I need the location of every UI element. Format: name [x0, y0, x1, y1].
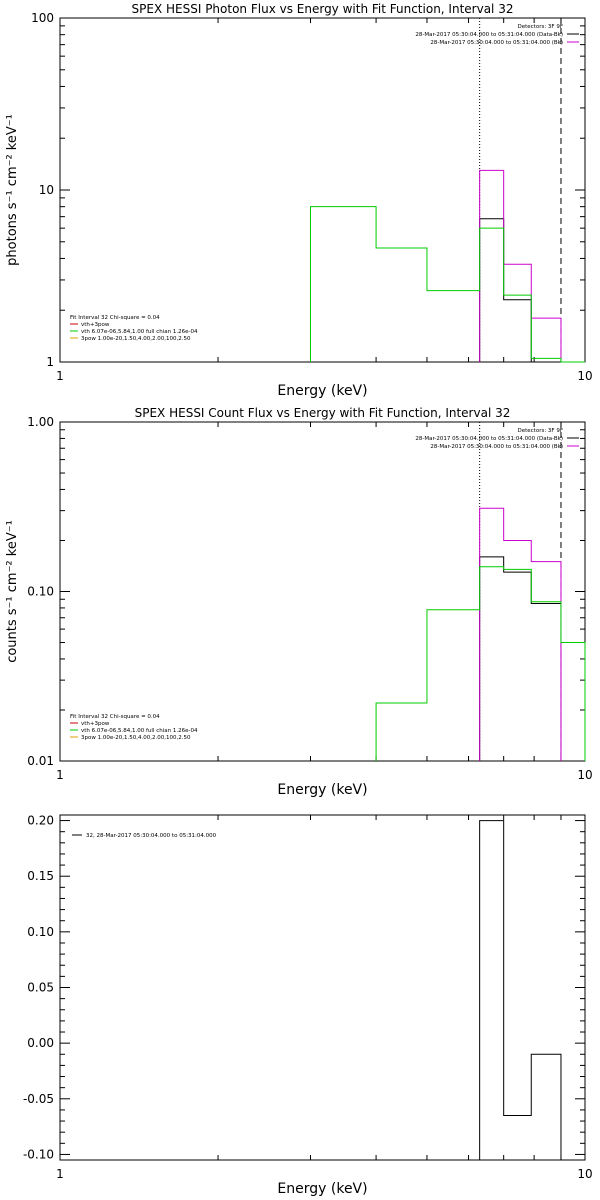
y-tick-label: 0.00	[27, 1036, 54, 1050]
y-tick-label: 10	[39, 183, 54, 197]
plot-frame	[59, 814, 586, 1161]
y-axis-label: counts s⁻¹ cm⁻² keV⁻¹	[5, 520, 20, 663]
x-axis-label: Energy (keV)	[277, 383, 367, 399]
legend-entry: vth+3pow	[81, 721, 110, 727]
legend-entry: vth 6.07e-06,5.84,1.00 full chian 1.26e-…	[81, 728, 198, 734]
legend-entry: 32, 28-Mar-2017 05:30:04.000 to 05:31:04…	[86, 833, 217, 839]
y-axis-ticks	[60, 421, 585, 762]
legend-entry: Detectors: 3F 9F	[517, 428, 563, 434]
x-tick-label: 10	[577, 1167, 592, 1181]
chart-title: SPEX HESSI Count Flux vs Energy with Fit…	[135, 406, 511, 420]
y-tick-label: 0.20	[27, 814, 54, 828]
y-tick-label: 1.00	[27, 415, 54, 429]
legend-entry: 28-Mar-2017 05:30:04.000 to 05:31:04.000…	[430, 40, 563, 46]
plot-frame	[59, 17, 586, 363]
histogram-series-2	[479, 507, 562, 761]
histogram-series-3	[309, 206, 585, 363]
y-tick-label: 0.10	[27, 925, 54, 939]
histogram-series-2	[479, 169, 562, 362]
y-tick-label: 0.01	[27, 754, 54, 768]
legend-entry: Fit Interval 32 Chi-square = 0.04	[70, 315, 160, 321]
legend-entry: vth 6.07e-06,5.84,1.00 full chian 1.26e-…	[81, 329, 198, 335]
x-tick-label: 1	[56, 768, 64, 782]
legend-entry: 28-Mar-2017 05:30:04.000 to 05:31:04.000…	[415, 32, 563, 38]
x-tick-label: 1	[56, 369, 64, 383]
y-tick-label: 0.05	[27, 981, 54, 995]
y-tick-label: 100	[31, 11, 54, 25]
legend-entry: 28-Mar-2017 05:30:04.000 to 05:31:04.000…	[430, 444, 563, 450]
y-tick-label: 0.10	[27, 585, 54, 599]
x-tick-label: 1	[56, 1167, 64, 1181]
histogram-series-1	[479, 218, 561, 363]
chart-panel-3: 1 10 Energy (keV) -0.10 -0.05 0.00 0.05 0.10 0.1…	[23, 814, 593, 1197]
y-axis-ticks	[60, 820, 585, 1155]
legend-entry: 3pow 1.00e-20,1.50,4.00,2.00,100,2.50	[81, 336, 191, 342]
legend-entry: 28-Mar-2017 05:30:04.000 to 05:31:04.000…	[415, 436, 563, 442]
legend-entry: 3pow 1.00e-20,1.50,4.00,2.00,100,2.50	[81, 735, 191, 741]
chart-panel-1: SPEX HESSI Photon Flux vs Energy with Fi…	[5, 2, 593, 399]
y-axis-label: photons s⁻¹ cm⁻² keV⁻¹	[5, 114, 20, 266]
x-axis-label: Energy (keV)	[277, 1181, 367, 1197]
x-axis-ticks	[59, 815, 586, 1160]
histogram-series-1	[479, 556, 562, 761]
plot-frame	[59, 421, 586, 762]
y-tick-label: 1	[46, 355, 54, 369]
x-axis-ticks	[59, 18, 586, 362]
y-tick-label: -0.05	[23, 1092, 54, 1106]
legend-entry: Detectors: 3F 9F	[517, 24, 563, 30]
chart-panel-2: SPEX HESSI Count Flux vs Energy with Fit…	[5, 406, 593, 798]
x-axis-label: Energy (keV)	[277, 782, 367, 798]
histogram-series-1	[479, 820, 562, 1160]
x-tick-label: 10	[577, 369, 592, 383]
x-axis-ticks	[59, 422, 586, 761]
histogram-series-3	[375, 566, 586, 761]
y-tick-label: -0.10	[23, 1147, 54, 1161]
y-axis-ticks	[60, 17, 585, 363]
legend-entry: vth+3pow	[81, 322, 110, 328]
x-tick-label: 10	[577, 768, 592, 782]
legend-entry: Fit Interval 32 Chi-square = 0.04	[70, 714, 160, 720]
chart-title: SPEX HESSI Photon Flux vs Energy with Fi…	[132, 2, 514, 16]
y-tick-label: 0.15	[27, 869, 54, 883]
